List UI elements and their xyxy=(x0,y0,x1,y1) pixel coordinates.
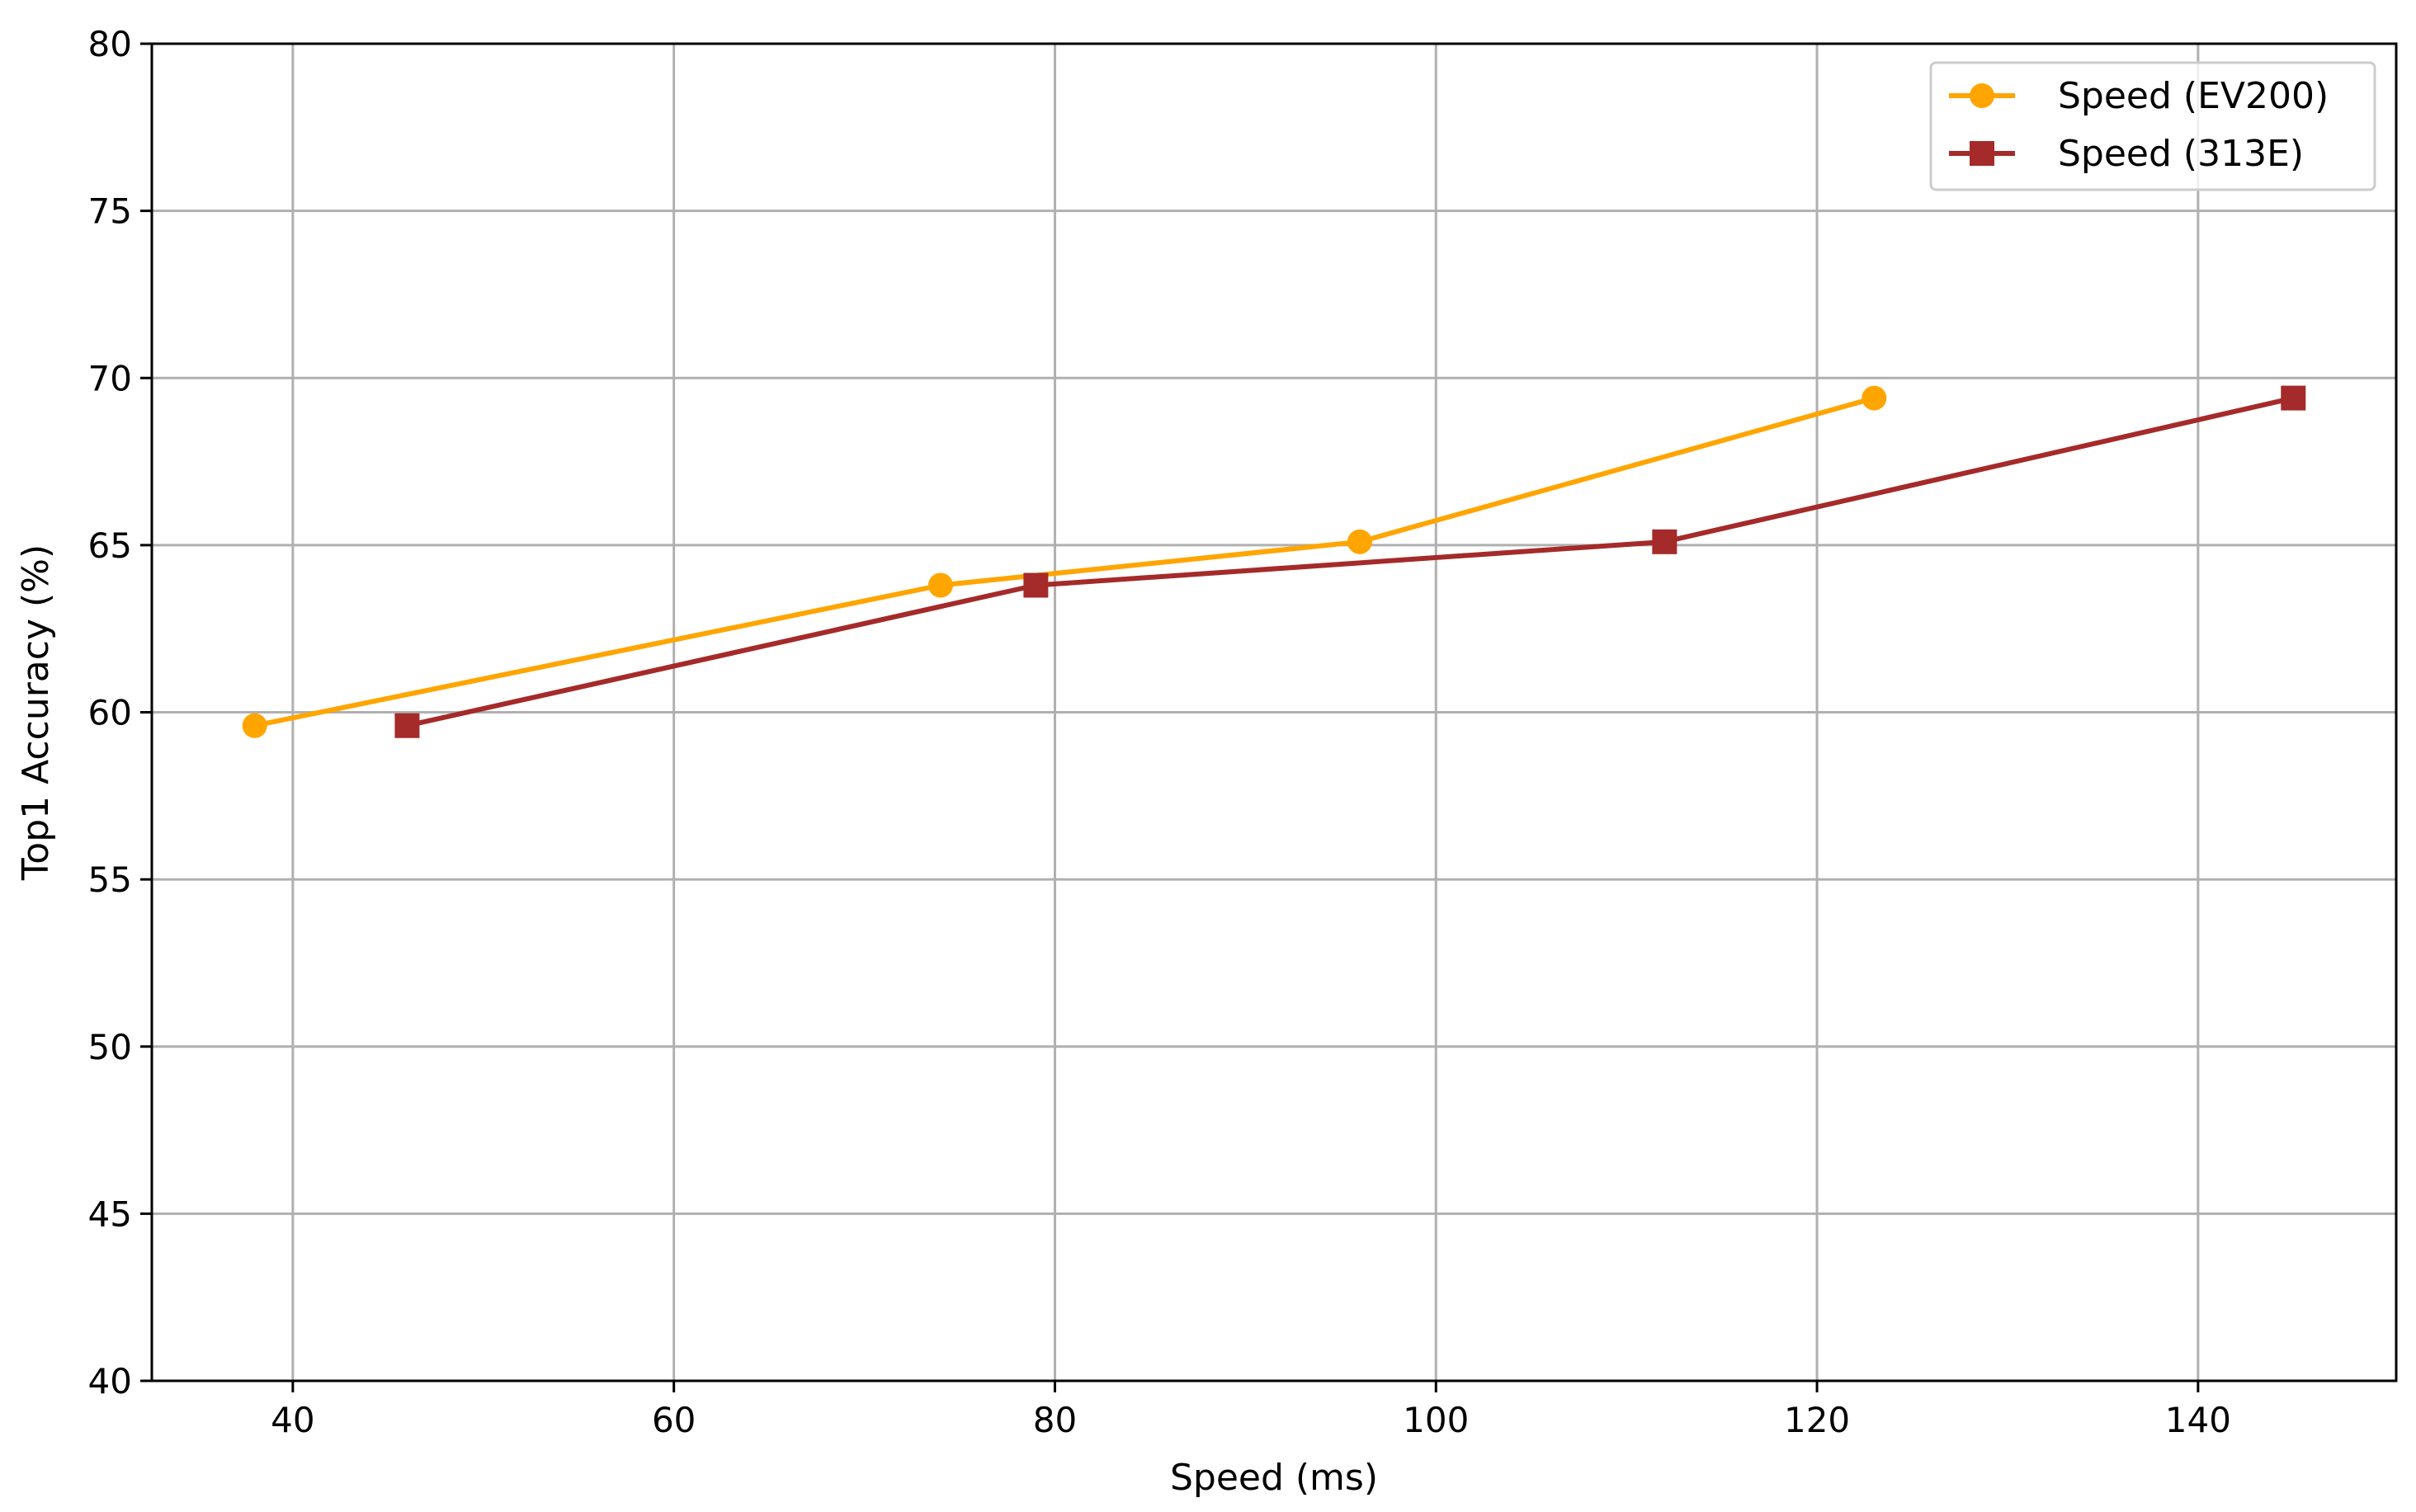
x-tick-label: 120 xyxy=(1784,1400,1850,1440)
x-tick-label: 40 xyxy=(271,1400,314,1440)
legend-label: Speed (313E) xyxy=(2058,133,2304,175)
axis-ticks: 40 60 80 100 120 140 40 45 50 55 60 65 70 75 80 xyxy=(88,24,2231,1440)
legend-box xyxy=(1929,61,2376,191)
data-point xyxy=(242,713,267,738)
series-line xyxy=(406,395,2294,728)
series-layer xyxy=(242,385,2306,738)
series-2 xyxy=(394,385,2306,738)
data-point xyxy=(1652,529,1678,554)
y-tick-label: 45 xyxy=(88,1194,132,1234)
legend-marker xyxy=(1970,141,1994,166)
legend-item: Speed (313E) xyxy=(1949,133,2304,175)
data-point xyxy=(1347,529,1372,554)
series-1 xyxy=(242,385,1887,738)
legend-item: Speed (EV200) xyxy=(1949,75,2329,117)
legend-label: Speed (EV200) xyxy=(2058,75,2329,117)
x-tick-label: 60 xyxy=(652,1400,696,1440)
y-tick-label: 70 xyxy=(88,358,132,398)
y-tick-label: 60 xyxy=(88,693,132,733)
series-line xyxy=(254,395,1876,728)
x-tick-label: 100 xyxy=(1403,1400,1469,1440)
x-axis-title: Speed (ms) xyxy=(1170,1457,1378,1499)
y-axis-title: Top1 Accuracy (%) xyxy=(15,544,57,881)
y-tick-label: 40 xyxy=(88,1361,132,1401)
x-tick-label: 140 xyxy=(2165,1400,2231,1440)
legend-marker xyxy=(1970,83,1994,108)
legend: Speed (EV200) Speed (313E) xyxy=(1929,61,2376,191)
y-tick-label: 65 xyxy=(88,525,132,566)
data-point xyxy=(2281,385,2306,411)
y-tick-label: 80 xyxy=(88,24,132,64)
y-tick-label: 55 xyxy=(88,860,132,900)
y-tick-label: 75 xyxy=(88,191,132,232)
data-point xyxy=(927,572,953,598)
grid xyxy=(152,42,2396,1382)
data-point xyxy=(1862,385,1887,411)
x-tick-label: 80 xyxy=(1033,1400,1077,1440)
data-point xyxy=(1023,572,1049,598)
data-point xyxy=(394,713,420,738)
y-tick-label: 50 xyxy=(88,1027,132,1067)
